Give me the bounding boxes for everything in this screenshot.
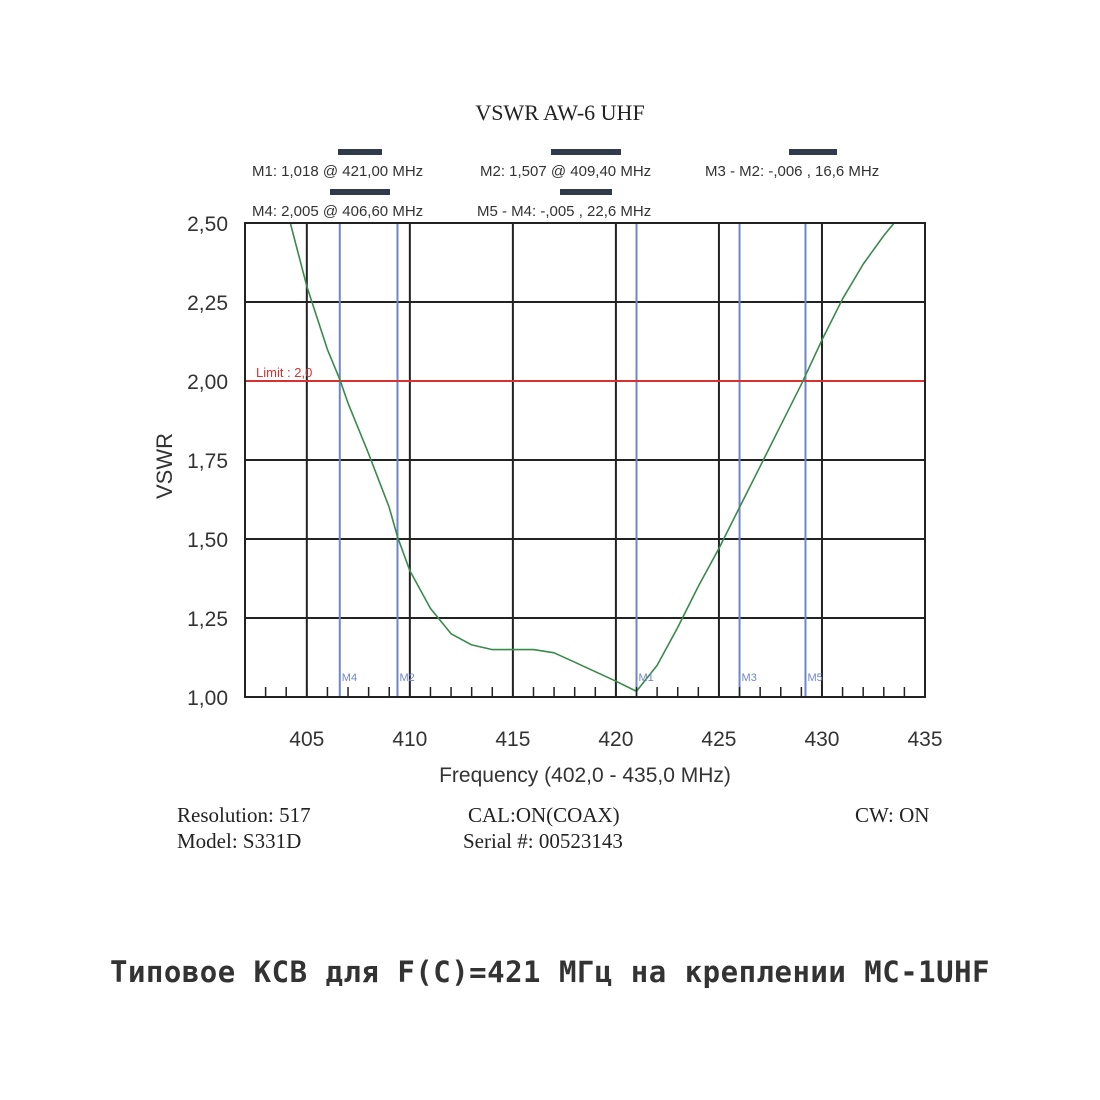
y-tick-label: 1,25 bbox=[187, 608, 228, 631]
vswr-curve bbox=[289, 222, 895, 693]
marker-line-label: M5 bbox=[807, 672, 822, 684]
x-tick-label: 415 bbox=[495, 728, 530, 751]
y-tick-label: 2,00 bbox=[187, 371, 228, 394]
marker-line-label: M4 bbox=[342, 672, 357, 684]
marker-bar bbox=[338, 149, 382, 155]
marker-readout-m2: M2: 1,507 @ 409,40 MHz bbox=[480, 163, 652, 180]
y-tick-label: 2,25 bbox=[187, 292, 228, 315]
resolution-label: Resolution: 517 bbox=[177, 803, 311, 827]
x-tick-label: 435 bbox=[907, 728, 942, 751]
marker-bar bbox=[330, 189, 390, 195]
x-tick-label: 405 bbox=[289, 728, 324, 751]
y-tick-label: 1,75 bbox=[187, 450, 228, 473]
y-axis-label: VSWR bbox=[152, 433, 177, 499]
y-tick-label: 2,50 bbox=[187, 213, 228, 236]
marker-bar bbox=[560, 189, 612, 195]
marker-readout-m5-m4: M5 - M4: -,005 , 22,6 MHz bbox=[477, 203, 652, 220]
marker-readout-m1: M1: 1,018 @ 421,00 MHz bbox=[252, 163, 424, 180]
calibration-label: CAL:ON(COAX) bbox=[468, 803, 620, 827]
serial-label: Serial #: 00523143 bbox=[463, 829, 623, 853]
x-tick-label: 410 bbox=[392, 728, 427, 751]
plot-frame bbox=[244, 222, 926, 698]
model-label: Model: S331D bbox=[177, 829, 302, 853]
y-tick-label: 1,00 bbox=[187, 687, 228, 710]
vswr-plot: 1,00 1,25 1,50 1,75 2,00 2,25 2,50 405 410 415 420… bbox=[152, 213, 943, 787]
x-tick-label: 430 bbox=[804, 728, 839, 751]
cw-label: CW: ON bbox=[855, 803, 930, 827]
marker-readout-m3-m2: M3 - M2: -,006 , 16,6 MHz bbox=[705, 163, 880, 180]
limit-line-label: Limit : 2,0 bbox=[256, 365, 312, 380]
x-axis-label: Frequency (402,0 - 435,0 MHz) bbox=[439, 764, 731, 787]
marker-line-label: M1 bbox=[639, 672, 654, 684]
marker-line-label: M2 bbox=[399, 672, 414, 684]
marker-bar bbox=[551, 149, 621, 155]
chart-title: VSWR AW-6 UHF bbox=[475, 100, 645, 125]
y-tick-label: 1,50 bbox=[187, 529, 228, 552]
caption: Типовое КСВ для F(C)=421 МГц на креплени… bbox=[109, 955, 990, 989]
marker-readout-m4: M4: 2,005 @ 406,60 MHz bbox=[252, 203, 424, 220]
x-tick-label: 420 bbox=[598, 728, 633, 751]
marker-bar bbox=[789, 149, 837, 155]
x-tick-label: 425 bbox=[701, 728, 736, 751]
marker-line-label: M3 bbox=[742, 672, 757, 684]
